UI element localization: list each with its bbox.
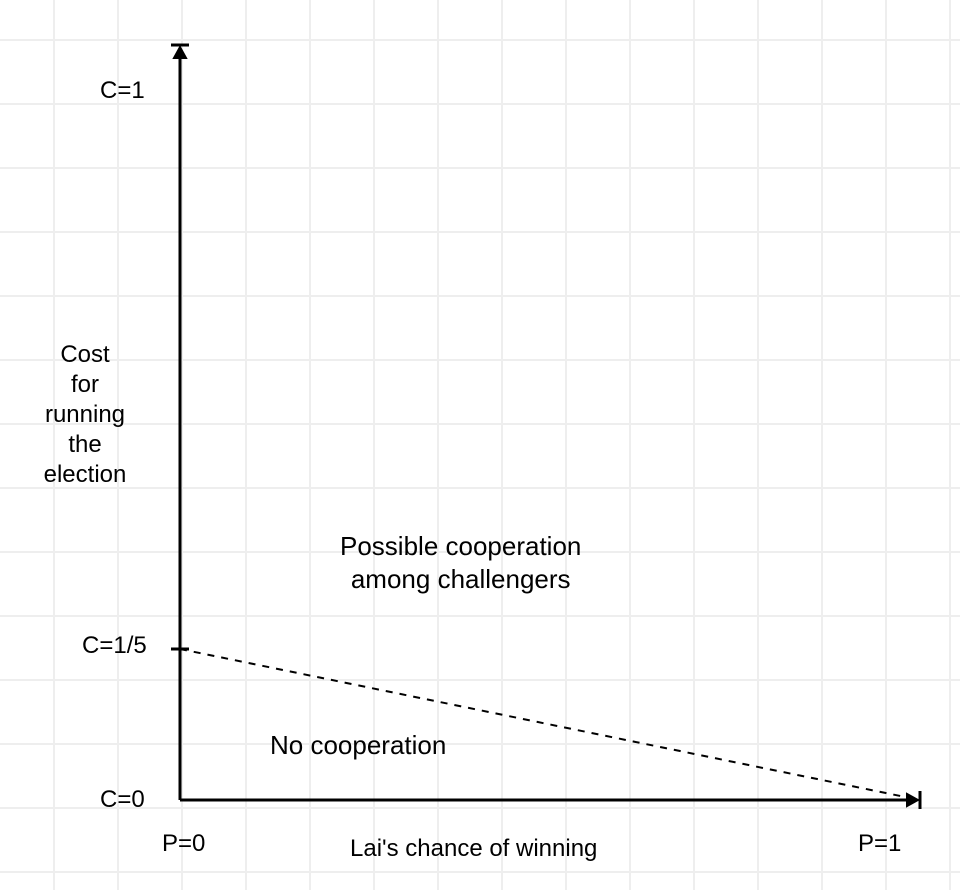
y-axis-label-line: election — [0, 460, 170, 490]
region-upper-line2: among challengers — [340, 563, 581, 596]
y-axis-label-line: running — [0, 400, 170, 430]
chart-container: Cost for running the election C=1 C=1/5 … — [0, 0, 960, 890]
y-tick-label-c15: C=1/5 — [82, 632, 147, 660]
x-tick-label-p0: P=0 — [162, 830, 205, 858]
y-axis-label-line: the — [0, 430, 170, 460]
y-axis-label: Cost for running the election — [0, 340, 170, 490]
y-tick-label-c1: C=1 — [100, 77, 145, 105]
x-axis-label: Lai's chance of winning — [350, 835, 597, 863]
region-upper-label: Possible cooperation among challengers — [340, 530, 581, 595]
y-axis-label-line: Cost — [0, 340, 170, 370]
y-tick-label-c0: C=0 — [100, 786, 145, 814]
region-upper-line1: Possible cooperation — [340, 530, 581, 563]
x-tick-label-p1: P=1 — [858, 830, 901, 858]
y-axis-label-line: for — [0, 370, 170, 400]
region-lower-label: No cooperation — [270, 730, 446, 761]
